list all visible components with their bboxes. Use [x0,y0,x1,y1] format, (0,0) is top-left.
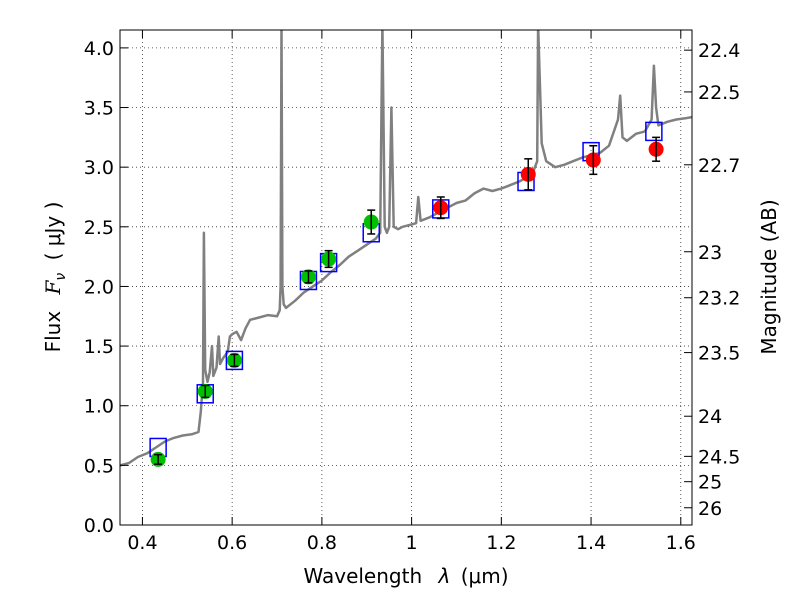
x-tick-label: 1 [406,532,418,554]
y2-tick-label: 22.4 [698,40,740,62]
y-tick-label: 3.0 [84,157,114,179]
x-tick-label: 0.8 [307,532,337,554]
y-tick-label: 0.0 [84,515,114,537]
y-tick-label: 4.0 [84,38,114,60]
model-box-marker [225,350,244,371]
y2-tick-label: 23.2 [698,288,740,310]
plot-frame [119,29,693,526]
x-axis-label: Wavelength λ (μm) [303,564,508,588]
x-axis-label-text: Wavelength [303,564,422,588]
y2-tick-label: 25 [698,472,722,494]
y-tick-label: 0.5 [84,455,114,477]
y2-tick-label: 22.5 [698,82,740,104]
y-tick-label: 3.5 [84,98,114,120]
x-tick-label: 0.6 [217,532,247,554]
model-box-marker [645,121,663,142]
y-axis-label-unit: ( μJy ) [41,202,65,261]
y2-tick-label: 22.7 [698,155,740,177]
y-tick-label: 1.0 [84,396,114,418]
x-tick-label: 1.6 [666,532,696,554]
photometry-layer [150,136,664,467]
x-tick-label: 1.4 [576,532,606,554]
y-tick-label: 1.5 [84,336,114,358]
y2-tick-label: 23.5 [698,343,740,365]
y-axis-label-symbol: F [41,279,65,295]
y-axis-label: Flux Fν ( μJy ) [41,202,70,353]
x-tick-label: 0.4 [127,532,157,554]
x-tick-label: 1.2 [486,532,516,554]
y2-axis-label: Magnitude (AB) [757,199,781,354]
y-tick-label: 2.0 [84,276,114,298]
tick-marks [120,30,692,526]
y-axis-label-text: Flux [41,311,65,353]
y2-tick-label: 23 [698,242,722,264]
y2-tick-label: 26 [698,498,722,520]
y2-tick-label: 24 [698,406,722,428]
y-tick-label: 2.5 [84,217,114,239]
y-axis-label-subscript: ν [53,273,69,281]
x-axis-label-symbol: λ [438,564,451,588]
x-axis-label-unit: (μm) [461,564,509,588]
y2-tick-label: 24.5 [698,446,740,468]
